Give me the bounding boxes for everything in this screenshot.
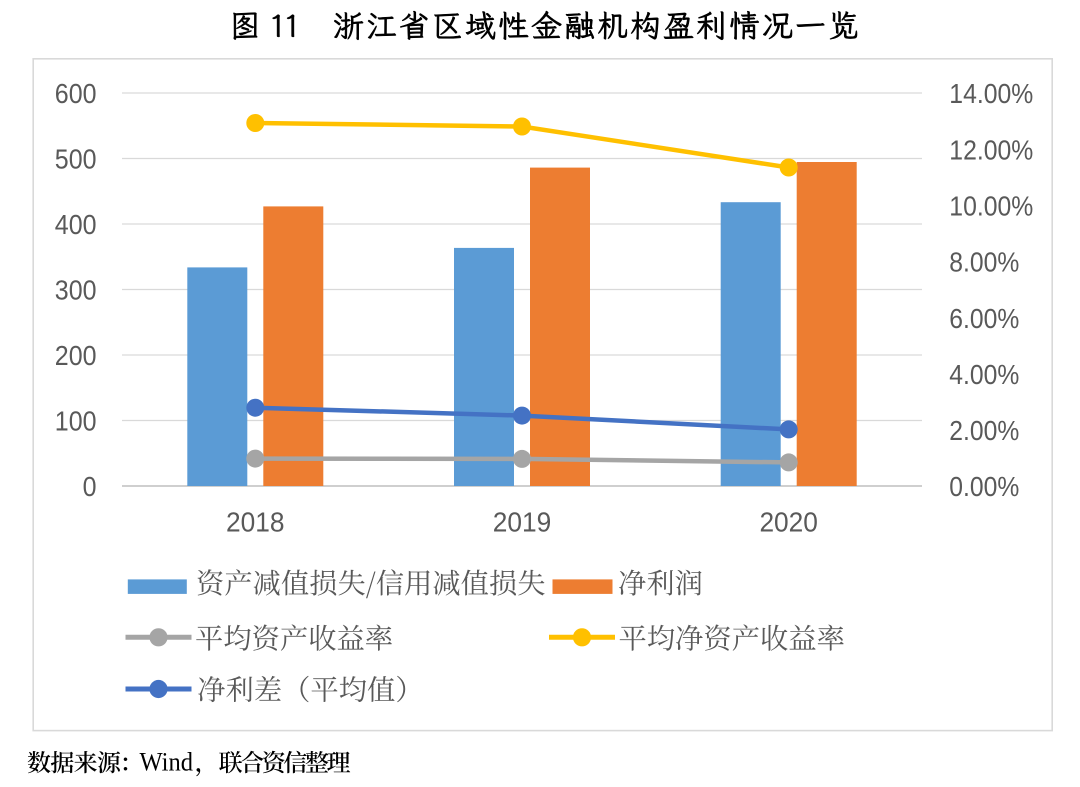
- svg-text:0: 0: [83, 471, 97, 502]
- svg-text:Wind: Wind: [140, 747, 194, 777]
- svg-text:500: 500: [55, 144, 97, 175]
- svg-text:2.00%: 2.00%: [949, 415, 1019, 446]
- svg-text:200: 200: [55, 340, 97, 371]
- svg-text:100: 100: [55, 406, 97, 437]
- svg-text:10.00%: 10.00%: [949, 191, 1033, 222]
- svg-text:2020: 2020: [759, 507, 818, 538]
- svg-text:12.00%: 12.00%: [949, 134, 1033, 165]
- svg-text:6.00%: 6.00%: [949, 303, 1019, 334]
- svg-text:400: 400: [55, 209, 97, 240]
- svg-text:2018: 2018: [226, 507, 285, 538]
- svg-text:2019: 2019: [493, 507, 552, 538]
- svg-text:300: 300: [55, 275, 97, 306]
- svg-text:0.00%: 0.00%: [949, 471, 1019, 502]
- svg-text:600: 600: [55, 78, 97, 109]
- svg-text:8.00%: 8.00%: [949, 247, 1019, 278]
- svg-text:4.00%: 4.00%: [949, 359, 1019, 390]
- svg-text:14.00%: 14.00%: [949, 78, 1033, 109]
